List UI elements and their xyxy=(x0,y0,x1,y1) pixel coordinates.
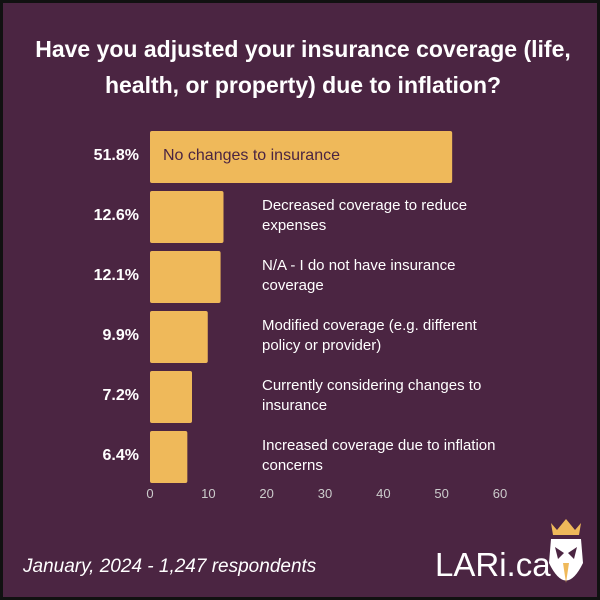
category-label: Modified coverage (e.g. different policy… xyxy=(262,317,477,354)
x-tick-label: 50 xyxy=(434,486,449,501)
plot xyxy=(150,131,583,583)
x-tick-label: 20 xyxy=(259,486,274,501)
bar xyxy=(150,311,208,363)
value-label: 12.6% xyxy=(93,207,139,224)
footnote: January, 2024 - 1,247 respondents xyxy=(23,556,317,577)
value-label: 12.1% xyxy=(93,267,139,284)
owl-logo xyxy=(549,519,583,583)
x-tick-label: 60 xyxy=(492,486,508,501)
x-tick-label: 40 xyxy=(376,486,391,501)
category-label: No changes to insurance xyxy=(163,147,340,164)
bar xyxy=(150,191,224,243)
bar xyxy=(150,131,453,183)
brand: LARi.ca xyxy=(435,546,551,583)
category-label: Currently considering changes to insuran… xyxy=(262,377,482,414)
bar xyxy=(150,251,221,303)
x-tick-label: 10 xyxy=(201,486,216,501)
category-label: Increased coverage due to inflation conc… xyxy=(262,437,496,474)
value-label: 51.8% xyxy=(93,147,139,164)
category-label: N/A - I do not have insurance coverage xyxy=(262,257,456,294)
value-label: 7.2% xyxy=(102,387,139,404)
value-label: 6.4% xyxy=(102,447,139,464)
category-label: Decreased coverage to reduce expenses xyxy=(262,197,468,234)
x-tick-label: 30 xyxy=(317,486,333,501)
bar xyxy=(150,431,188,483)
chart-title: Have you adjusted your insurance coverag… xyxy=(35,36,571,98)
bar xyxy=(150,371,192,423)
x-tick-label: 0 xyxy=(146,486,154,501)
value-label: 9.9% xyxy=(102,327,139,344)
